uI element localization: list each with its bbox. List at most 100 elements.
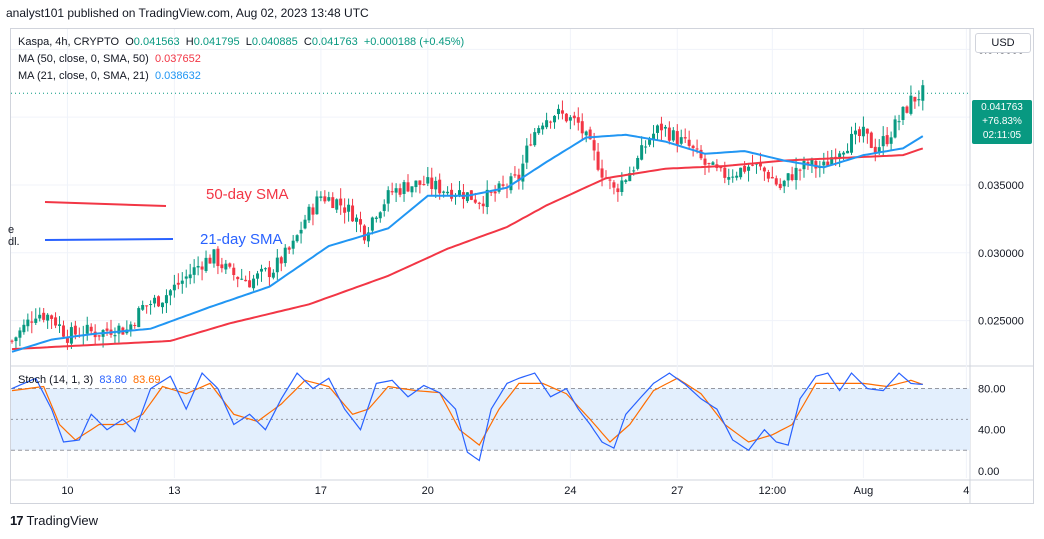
last-change: +76.83% <box>982 116 1022 127</box>
ma21-row[interactable]: MA (21, close, 0, SMA, 21) 0.038632 <box>18 68 464 85</box>
candle-body <box>679 137 683 144</box>
candle-body <box>853 130 857 135</box>
candle-body <box>671 130 675 141</box>
candle-body <box>196 265 200 268</box>
candle-body <box>648 138 652 145</box>
candle-body <box>842 152 846 155</box>
candle-body <box>695 148 699 150</box>
candle-body <box>343 207 347 213</box>
candles <box>10 79 925 351</box>
stoch-k-value: 83.80 <box>99 374 127 386</box>
candle-body <box>69 327 73 344</box>
candle-body <box>208 257 212 264</box>
candle-body <box>18 330 22 338</box>
candle-body <box>897 121 901 123</box>
candle-body <box>410 186 414 193</box>
candle-body <box>846 150 850 154</box>
close-label: C <box>303 36 312 48</box>
candle-body <box>885 135 889 145</box>
candle-body <box>30 321 34 323</box>
candle-body <box>347 204 351 212</box>
candle-body <box>592 140 596 151</box>
ma50-line <box>11 147 924 351</box>
stoch-label: Stoch (14, 1, 3) <box>18 374 94 386</box>
stoch-legend[interactable]: Stoch (14, 1, 3) 83.80 83.69 <box>18 374 161 386</box>
candle-body <box>89 326 93 332</box>
candle-body <box>517 174 521 181</box>
candle-body <box>240 278 244 280</box>
candle-body <box>394 188 398 193</box>
candle-body <box>390 191 394 193</box>
candle-body <box>798 169 802 171</box>
candle-body <box>430 177 434 190</box>
candle-body <box>652 133 656 140</box>
candle-body <box>438 179 442 194</box>
candle-body <box>861 126 865 137</box>
candle-body <box>10 340 14 342</box>
ma50-row[interactable]: MA (50, close, 0, SMA, 50) 0.037652 <box>18 51 464 68</box>
candle-body <box>50 315 54 319</box>
candle-body <box>596 151 600 170</box>
candle-body <box>865 128 869 134</box>
footer-brand[interactable]: 17 TradingView <box>10 513 98 528</box>
candle-body <box>703 158 707 165</box>
candle-body <box>814 161 818 169</box>
ma50-label: MA (50, close, 0, SMA, 50) <box>18 53 149 65</box>
stoch-band <box>11 388 970 451</box>
high-label: H <box>185 36 194 48</box>
candle-body <box>675 131 679 145</box>
candle-body <box>739 167 743 178</box>
candle-body <box>719 166 723 169</box>
candle-body <box>501 184 505 186</box>
candle-body <box>683 137 687 139</box>
symbol-label[interactable]: Kaspa, 4h, CRYPTO <box>18 36 120 48</box>
x-axis-ticks: 10 13 17 20 24 27 12:00 Aug 4 <box>61 485 969 497</box>
candle-body <box>751 164 755 166</box>
candle-body <box>711 162 715 165</box>
candle-body <box>319 196 323 198</box>
candle-body <box>442 191 446 193</box>
candle-body <box>42 312 46 320</box>
candle-body <box>14 337 18 342</box>
candle-body <box>418 180 422 185</box>
candle-body <box>838 153 842 158</box>
candle-body <box>529 144 533 146</box>
candle-body <box>236 276 240 280</box>
candle-body <box>426 177 430 184</box>
candle-body <box>810 159 814 165</box>
candle-body <box>323 196 327 202</box>
candle-body <box>200 266 204 270</box>
candle-body <box>291 240 295 249</box>
candle-body <box>473 199 477 203</box>
time-tick-label: 12:00 <box>759 485 787 497</box>
candle-body <box>628 173 632 182</box>
candle-body <box>311 207 315 215</box>
candle-body <box>762 167 766 172</box>
candle-body <box>204 257 208 271</box>
candle-body <box>481 203 485 207</box>
candle-body <box>38 314 42 319</box>
candle-body <box>370 217 374 231</box>
candle-body <box>640 145 644 160</box>
candle-body <box>26 319 30 327</box>
candle-body <box>406 182 410 192</box>
candle-body <box>513 174 517 176</box>
candle-body <box>355 217 359 222</box>
stoch-axis-ticks: 80.00 40.00 0.00 <box>978 384 1006 478</box>
candle-body <box>184 276 188 279</box>
candle-body <box>153 297 157 304</box>
candle-body <box>457 190 461 197</box>
time-tick-label: 4 <box>963 485 969 497</box>
candle-body <box>747 166 751 171</box>
candle-body <box>34 318 38 323</box>
currency-selector[interactable]: USD <box>975 33 1031 53</box>
candle-body <box>327 197 331 201</box>
candle-body <box>351 205 355 222</box>
candle-body <box>655 125 659 133</box>
bar-countdown: 02:11:05 <box>982 130 1022 141</box>
candle-body <box>790 174 794 181</box>
candle-body <box>553 115 557 123</box>
low-value: 0.040885 <box>251 36 298 48</box>
